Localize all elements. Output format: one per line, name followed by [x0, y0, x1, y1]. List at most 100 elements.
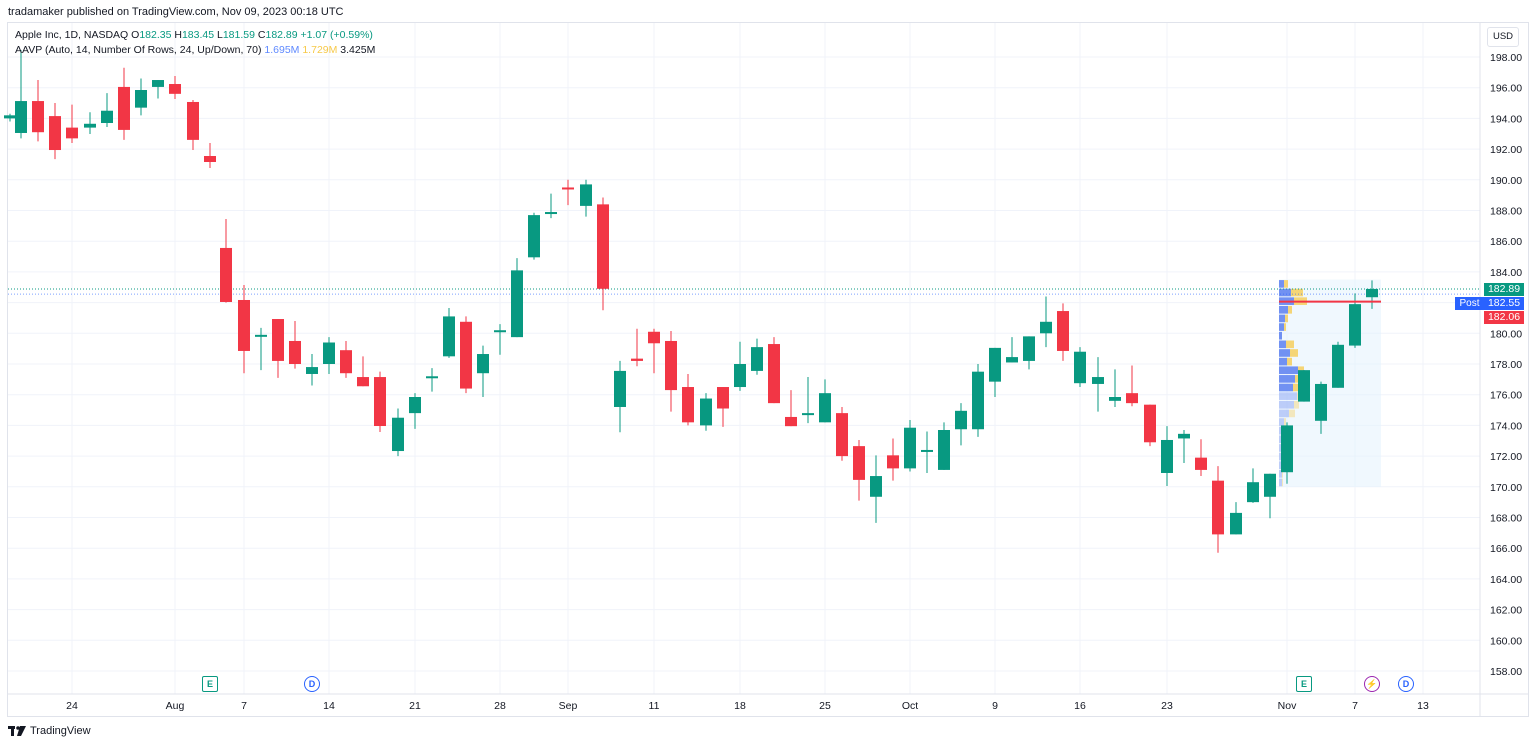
volume-profile-up-bar	[1279, 392, 1297, 400]
volume-profile-up-bar	[1279, 383, 1293, 392]
volume-profile-down-bar	[1290, 349, 1298, 357]
price-tick-label: 178.00	[1490, 359, 1522, 371]
candle-down	[289, 340, 301, 364]
candle-up	[1092, 377, 1104, 384]
time-tick-label: 25	[819, 700, 831, 712]
volume-profile-down-bar	[1282, 478, 1283, 487]
high-label: H	[174, 29, 182, 41]
currency-button[interactable]: USD	[1487, 27, 1519, 47]
time-tick-label: 14	[323, 700, 335, 712]
candle-up	[989, 347, 1001, 382]
indicator-legend-row[interactable]: AAVP (Auto, 14, Number Of Rows, 24, Up/D…	[15, 43, 375, 58]
volume-profile-down-bar	[1284, 323, 1286, 331]
volume-profile-up-bar	[1279, 470, 1282, 478]
volume-profile-down-bar	[1294, 400, 1299, 409]
price-tick-label: 188.00	[1490, 206, 1522, 218]
candle-down	[460, 321, 472, 389]
volume-profile-up-bar	[1279, 280, 1284, 288]
volume-profile-up-bar	[1279, 331, 1282, 340]
dividend-event-icon[interactable]: D	[1398, 676, 1414, 692]
candle-up	[306, 367, 318, 374]
volume-profile-up-bar	[1279, 288, 1291, 297]
candle-up	[870, 476, 882, 497]
footer-brand[interactable]: TradingView	[8, 725, 91, 737]
candle-up	[1023, 336, 1035, 361]
candle-up	[938, 430, 950, 470]
post-market-label: Post	[1455, 297, 1484, 310]
candle-down	[66, 127, 78, 139]
open-value: 182.35	[139, 29, 172, 41]
split-event-icon[interactable]: ⚡	[1364, 676, 1380, 692]
time-tick-label: Oct	[902, 700, 918, 712]
price-tick-label: 158.00	[1490, 666, 1522, 678]
candle-up	[84, 123, 96, 128]
volume-profile-down-bar	[1282, 470, 1283, 478]
price-tick-label: 194.00	[1490, 113, 1522, 125]
candle-up	[494, 330, 506, 333]
candle-up	[734, 364, 746, 388]
price-tick-label: 196.00	[1490, 83, 1522, 95]
candle-down	[768, 344, 780, 404]
candle-down	[272, 319, 284, 361]
candle-up	[409, 397, 421, 414]
candle-down	[1126, 393, 1138, 404]
symbol-legend-row[interactable]: Apple Inc, 1D, NASDAQ O182.35 H183.45 L1…	[15, 28, 375, 43]
high-value: 183.45	[181, 29, 215, 41]
earnings-event-icon[interactable]: E	[202, 676, 218, 692]
volume-profile-down-bar	[1291, 288, 1303, 297]
candle-down	[187, 101, 199, 140]
candle-down	[597, 204, 609, 289]
candle-up	[1315, 383, 1327, 421]
price-tick-label: 172.00	[1490, 451, 1522, 463]
volume-profile-up-bar	[1279, 478, 1282, 487]
candle-down	[836, 413, 848, 457]
poc-price-tag: 182.06	[1484, 311, 1524, 324]
low-label: L	[217, 29, 223, 41]
vol-down-value: 1.729M	[302, 44, 338, 56]
candle-up	[4, 115, 16, 119]
volume-profile-up-bar	[1279, 340, 1286, 349]
candle-up	[1040, 321, 1052, 334]
candle-down	[1057, 311, 1069, 351]
price-tick-label: 164.00	[1490, 574, 1522, 586]
close-value: 182.89	[265, 29, 298, 41]
candle-down	[562, 187, 574, 190]
candle-down	[887, 455, 899, 469]
candle-up	[255, 334, 267, 337]
price-tick-label: 184.00	[1490, 267, 1522, 279]
tradingview-logo-icon	[8, 726, 26, 736]
chart-frame[interactable]	[7, 22, 1529, 717]
dividend-event-icon[interactable]: D	[304, 676, 320, 692]
candle-down	[169, 84, 181, 94]
volume-profile-up-bar	[1279, 357, 1287, 366]
earnings-event-icon[interactable]: E	[1296, 676, 1312, 692]
candle-up	[545, 212, 557, 215]
post-price-tag: 182.55	[1484, 297, 1524, 310]
time-tick-label: 18	[734, 700, 746, 712]
price-tick-label: 198.00	[1490, 52, 1522, 64]
price-tick-label: 162.00	[1490, 605, 1522, 617]
volume-profile-down-bar	[1287, 357, 1292, 366]
candle-up	[1178, 433, 1190, 439]
indicator-title[interactable]: AAVP (Auto, 14, Number Of Rows, 24, Up/D…	[15, 44, 262, 56]
candle-down	[853, 446, 865, 480]
volume-profile-down-bar	[1288, 305, 1292, 314]
candle-up	[477, 354, 489, 374]
candle-up	[101, 110, 113, 124]
candle-up	[1366, 288, 1378, 298]
volume-profile-up-bar	[1279, 349, 1290, 357]
chart-legend: Apple Inc, 1D, NASDAQ O182.35 H183.45 L1…	[15, 28, 375, 58]
symbol-title[interactable]: Apple Inc, 1D, NASDAQ	[15, 29, 129, 41]
brand-text: TradingView	[30, 725, 91, 737]
volume-profile-up-bar	[1279, 375, 1295, 383]
price-tick-label: 160.00	[1490, 635, 1522, 647]
time-tick-label: 28	[494, 700, 506, 712]
candle-down	[238, 299, 250, 351]
candle-down	[32, 101, 44, 133]
candle-up	[1332, 344, 1344, 388]
candle-down	[785, 416, 797, 427]
candle-down	[340, 350, 352, 374]
candle-up	[1247, 482, 1259, 503]
volume-profile-up-bar	[1279, 323, 1284, 331]
